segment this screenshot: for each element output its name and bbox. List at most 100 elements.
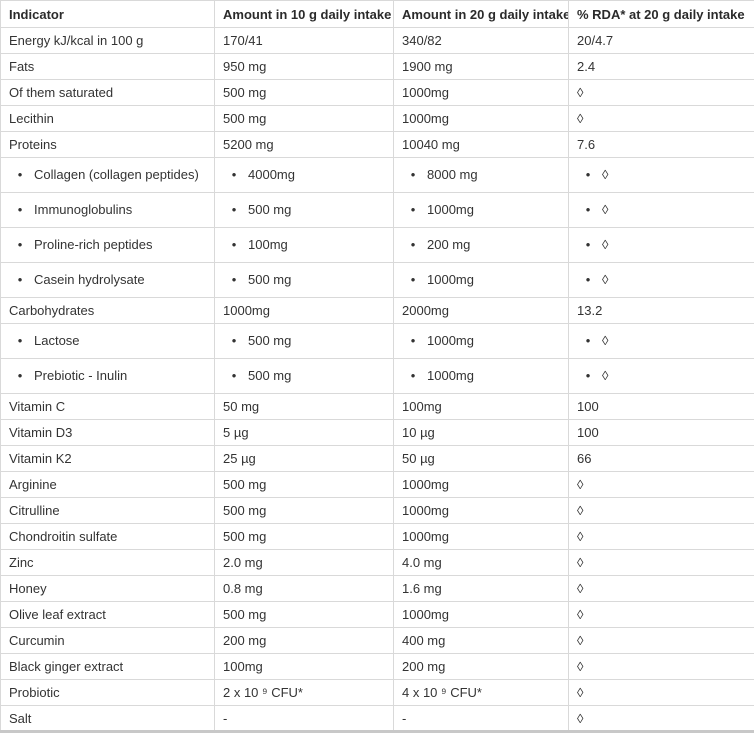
table-row: • Collagen (collagen peptides) • 4000mg • 800… (0, 157, 754, 193)
amount-20g-cell: 200 mg (393, 653, 569, 680)
table-row: Citrulline 500 mg 1000mg ◊ (0, 497, 754, 524)
table-row: Honey 0.8 mg 1.6 mg ◊ (0, 575, 754, 602)
rda-cell: ◊ (568, 79, 754, 106)
amount-10g-cell: • 500 mg (214, 262, 394, 298)
cell-text: ◊ (602, 368, 609, 383)
amount-10g-cell: 170/41 (214, 27, 394, 54)
amount-10g-cell: 200 mg (214, 627, 394, 654)
amount-20g-cell: 1000mg (393, 497, 569, 524)
indicator-cell: Of them saturated (0, 79, 215, 106)
amount-10g-cell: • 500 mg (214, 192, 394, 228)
amount-10g-cell: 950 mg (214, 53, 394, 80)
indicator-cell: • Lactose (0, 323, 215, 359)
bullet-icon: • (231, 167, 237, 182)
amount-20g-cell: • 1000mg (393, 323, 569, 359)
indicator-cell: Salt (0, 705, 215, 732)
amount-10g-cell: • 500 mg (214, 323, 394, 359)
amount-10g-cell: 1000mg (214, 297, 394, 324)
bullet-icon: • (231, 368, 237, 383)
bullet-icon: • (231, 237, 237, 252)
col-header-amount-10g: Amount in 10 g daily intake (214, 0, 394, 28)
indicator-cell: Olive leaf extract (0, 601, 215, 628)
amount-10g-cell: 2.0 mg (214, 549, 394, 576)
indicator-cell: Vitamin K2 (0, 445, 215, 472)
table-row: Fats 950 mg 1900 mg 2.4 (0, 53, 754, 80)
rda-cell: 2.4 (568, 53, 754, 80)
cell-text: Lactose (34, 333, 80, 348)
cell-text: ◊ (602, 272, 609, 287)
amount-10g-cell: • 100mg (214, 227, 394, 263)
indicator-cell: Probiotic (0, 679, 215, 706)
indicator-cell: Fats (0, 53, 215, 80)
indicator-cell: Energy kJ/kcal in 100 g (0, 27, 215, 54)
amount-10g-cell: 500 mg (214, 105, 394, 132)
rda-cell: • ◊ (568, 192, 754, 228)
amount-20g-cell: • 1000mg (393, 262, 569, 298)
cell-text: Proline-rich peptides (34, 237, 153, 252)
amount-10g-cell: 25 µg (214, 445, 394, 472)
rda-cell: • ◊ (568, 358, 754, 394)
amount-20g-cell: - (393, 705, 569, 732)
amount-10g-cell: 500 mg (214, 79, 394, 106)
bullet-icon: • (410, 368, 416, 383)
indicator-cell: • Proline-rich peptides (0, 227, 215, 263)
bullet-icon: • (410, 333, 416, 348)
bullet-icon: • (585, 202, 591, 217)
indicator-cell: Vitamin D3 (0, 419, 215, 446)
rda-cell: 100 (568, 419, 754, 446)
amount-20g-cell: • 1000mg (393, 358, 569, 394)
rda-cell: ◊ (568, 705, 754, 732)
amount-20g-cell: 100mg (393, 393, 569, 420)
rda-cell: • ◊ (568, 227, 754, 263)
cell-text: ◊ (602, 167, 609, 182)
amount-10g-cell: 500 mg (214, 523, 394, 550)
cell-text: ◊ (602, 202, 609, 217)
cell-text: Casein hydrolysate (34, 272, 145, 287)
rda-cell: ◊ (568, 471, 754, 498)
amount-20g-cell: 1000mg (393, 79, 569, 106)
table-row: • Immunoglobulins • 500 mg • 1000mg • ◊ (0, 192, 754, 228)
amount-10g-cell: 5200 mg (214, 131, 394, 158)
rda-cell: • ◊ (568, 157, 754, 193)
bullet-icon: • (410, 167, 416, 182)
amount-20g-cell: 2000mg (393, 297, 569, 324)
rda-cell: ◊ (568, 679, 754, 706)
amount-20g-cell: 1000mg (393, 601, 569, 628)
amount-10g-cell: 500 mg (214, 601, 394, 628)
bullet-icon: • (585, 368, 591, 383)
cell-text: 500 mg (248, 202, 292, 217)
indicator-cell: • Immunoglobulins (0, 192, 215, 228)
table-row: • Proline-rich peptides • 100mg • 200 mg • ◊ (0, 227, 754, 263)
cell-text: 4000mg (248, 167, 295, 182)
cell-text: 1000mg (427, 368, 474, 383)
amount-20g-cell: 1000mg (393, 105, 569, 132)
amount-10g-cell: 500 mg (214, 497, 394, 524)
cell-text: 500 mg (248, 272, 292, 287)
bullet-icon: • (17, 202, 23, 217)
table-row: Curcumin 200 mg 400 mg ◊ (0, 627, 754, 654)
indicator-cell: Honey (0, 575, 215, 602)
rda-cell: • ◊ (568, 323, 754, 359)
col-header-indicator: Indicator (0, 0, 215, 28)
indicator-cell: Black ginger extract (0, 653, 215, 680)
rda-cell: ◊ (568, 575, 754, 602)
rda-cell: ◊ (568, 549, 754, 576)
cell-text: 1000mg (427, 202, 474, 217)
bullet-icon: • (585, 237, 591, 252)
bullet-icon: • (410, 202, 416, 217)
bullet-icon: • (585, 272, 591, 287)
cell-text: Prebiotic - Inulin (34, 368, 128, 383)
table-row: Arginine 500 mg 1000mg ◊ (0, 471, 754, 498)
cell-text: 1000mg (427, 272, 474, 287)
amount-10g-cell: 500 mg (214, 471, 394, 498)
header-row: Indicator Amount in 10 g daily intake Am… (0, 0, 754, 28)
cell-text: Collagen (collagen peptides) (34, 167, 199, 182)
amount-10g-cell: 50 mg (214, 393, 394, 420)
table-row: Vitamin C 50 mg 100mg 100 (0, 393, 754, 420)
bullet-icon: • (585, 333, 591, 348)
table-row: Vitamin K2 25 µg 50 µg 66 (0, 445, 754, 472)
bullet-icon: • (231, 202, 237, 217)
bullet-icon: • (17, 333, 23, 348)
table-row: Energy kJ/kcal in 100 g 170/41 340/82 20/4.… (0, 27, 754, 54)
indicator-cell: Citrulline (0, 497, 215, 524)
